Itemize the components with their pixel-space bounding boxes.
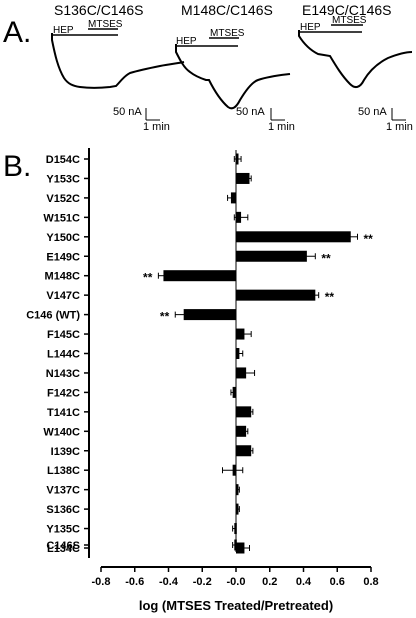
trace-1-title: S136C/C146S bbox=[54, 2, 144, 18]
trace-3-mtses-label: MTSES bbox=[332, 15, 367, 26]
x-axis-label: log (MTSES Treated/Pretreated) bbox=[139, 598, 333, 613]
category-label-v147c: V147C bbox=[46, 290, 80, 302]
panel-a: A. S136C/C146S HEP MTSES 50 nA 1 min M14… bbox=[3, 2, 413, 133]
trace-1-scale-time: 1 min bbox=[143, 121, 170, 133]
trace-3-title: E149C/C146S bbox=[302, 2, 392, 18]
category-label-c146s: C146S bbox=[46, 540, 80, 552]
trace-2-scale-current: 50 nA bbox=[236, 106, 265, 118]
trace-2: M148C/C146S HEP MTSES 50 nA 1 min bbox=[175, 2, 295, 133]
trace-2-mtses-label: MTSES bbox=[210, 28, 245, 39]
category-label-l144c: L144C bbox=[47, 349, 80, 361]
x-tick-label-neg0-4: -0.4 bbox=[159, 576, 179, 588]
significance-c146-wt: ** bbox=[160, 310, 170, 324]
trace-2-current bbox=[175, 44, 291, 110]
x-tick-label-0-4: 0.4 bbox=[296, 576, 312, 588]
category-label-w140c: W140C bbox=[43, 426, 80, 438]
bar-y153c bbox=[236, 172, 250, 184]
significance-e149c: ** bbox=[321, 251, 331, 265]
category-label-w151c: W151C bbox=[43, 212, 80, 224]
x-tick-label-neg0-8: -0.8 bbox=[92, 576, 111, 588]
bar-v147c bbox=[236, 289, 316, 301]
bar-w140c bbox=[236, 425, 247, 437]
category-label-d154c: D154C bbox=[46, 154, 80, 166]
bar-c146-wt bbox=[183, 309, 236, 321]
category-label-c146-wt: C146 (WT) bbox=[26, 310, 80, 322]
panel-a-letter: A. bbox=[3, 16, 31, 49]
trace-3-current bbox=[298, 30, 413, 89]
bar-i139c bbox=[236, 445, 252, 457]
category-label-e149c: E149C bbox=[46, 251, 80, 263]
category-label-l138c: L138C bbox=[47, 465, 80, 477]
x-tick-label-neg0-0: -0.0 bbox=[227, 576, 246, 588]
x-tick-label-neg0-6: -0.6 bbox=[125, 576, 144, 588]
trace-2-title: M148C/C146S bbox=[181, 2, 273, 18]
trace-3: E149C/C146S HEP MTSES 50 nA 1 min bbox=[298, 2, 413, 133]
panel-b: B. D154C Y153C V152C W151C Y150C ** E149C ** M14… bbox=[3, 148, 379, 613]
bar-t141c bbox=[236, 406, 252, 418]
trace-1-mtses-label: MTSES bbox=[88, 19, 123, 30]
trace-3-hep-label: HEP bbox=[300, 22, 321, 33]
x-axis-ticks: -0.8 -0.6 -0.4 -0.2 -0.0 0.2 0.4 0.6 0.8 bbox=[92, 567, 379, 588]
category-label-y150c: Y150C bbox=[46, 232, 80, 244]
bar-chart: D154C Y153C V152C W151C Y150C ** E149C ** M148C *… bbox=[26, 150, 373, 555]
trace-3-scale-current: 50 nA bbox=[358, 106, 387, 118]
trace-2-scale-time: 1 min bbox=[268, 121, 295, 133]
trace-1-hep-label: HEP bbox=[53, 25, 74, 36]
bar-e149c bbox=[236, 250, 307, 262]
x-tick-label-0-8: 0.8 bbox=[363, 576, 378, 588]
category-label-m148c: M148C bbox=[45, 271, 81, 283]
category-label-v137c: V137C bbox=[46, 485, 80, 497]
category-label-y153c: Y153C bbox=[46, 173, 80, 185]
category-label-y135c: Y135C bbox=[46, 524, 80, 536]
significance-y150c: ** bbox=[364, 232, 374, 246]
category-label-f145c: F145C bbox=[47, 329, 80, 341]
category-label-f142c: F142C bbox=[47, 387, 80, 399]
category-label-t141c: T141C bbox=[47, 407, 80, 419]
trace-1-scale-current: 50 nA bbox=[113, 106, 142, 118]
x-tick-label-0-2: 0.2 bbox=[262, 576, 277, 588]
trace-2-hep-label: HEP bbox=[176, 36, 197, 47]
bar-y150c bbox=[236, 231, 351, 243]
panel-b-letter: B. bbox=[3, 150, 31, 183]
x-tick-label-neg0-2: -0.2 bbox=[193, 576, 212, 588]
trace-3-scale-time: 1 min bbox=[386, 121, 413, 133]
category-label-s136c: S136C bbox=[46, 504, 80, 516]
category-label-n143c: N143C bbox=[46, 368, 80, 380]
trace-1: S136C/C146S HEP MTSES 50 nA 1 min bbox=[51, 2, 185, 133]
significance-m148c: ** bbox=[143, 271, 153, 285]
x-tick-label-0-6: 0.6 bbox=[330, 576, 345, 588]
trace-1-current bbox=[51, 33, 185, 89]
significance-v147c: ** bbox=[325, 290, 335, 304]
bar-m148c bbox=[163, 270, 236, 282]
category-label-v152c: V152C bbox=[46, 193, 80, 205]
category-label-l134c: L134C bbox=[47, 543, 80, 555]
category-label-i139c: I139C bbox=[51, 446, 80, 458]
